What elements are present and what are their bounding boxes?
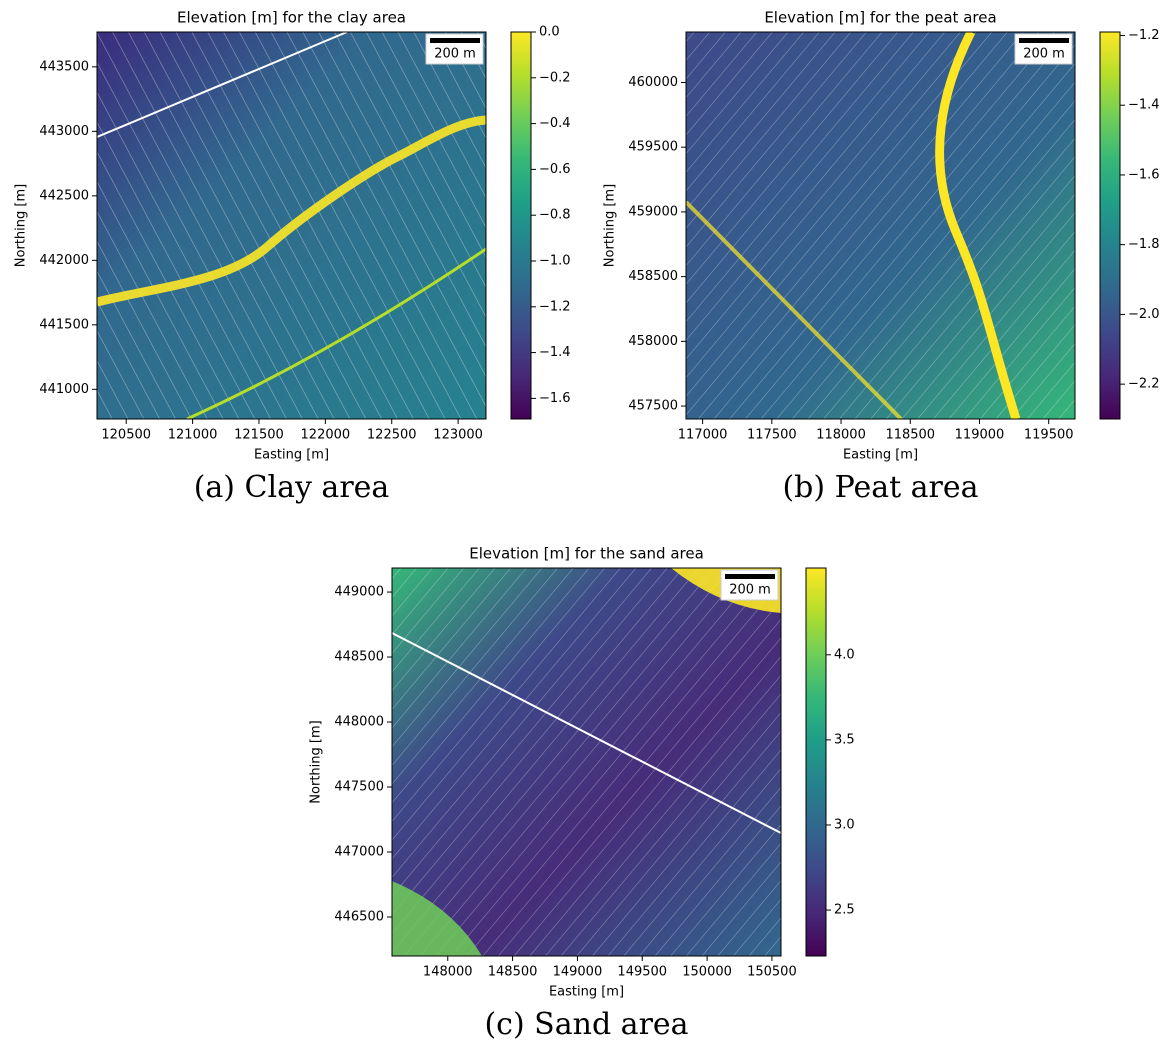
y-axis-label: Northing [m] <box>14 184 29 267</box>
colorbar-tick-label: −2.2 <box>1128 377 1160 392</box>
caption: (a) Clay area <box>194 470 390 505</box>
x-tick-label: 122500 <box>367 428 417 443</box>
colorbar-tick-label: 4.0 <box>834 647 855 662</box>
y-tick-label: 448000 <box>334 715 384 730</box>
y-tick-label: 459000 <box>628 204 678 219</box>
x-axis-label: Easting [m] <box>254 448 329 463</box>
y-tick-label: 447000 <box>334 845 384 860</box>
y-tick-label: 447500 <box>334 780 384 795</box>
colorbar-tick-label: −1.4 <box>539 345 571 360</box>
x-tick-label: 117500 <box>747 428 797 443</box>
raster-road <box>686 200 903 419</box>
y-tick-label: 442000 <box>39 253 89 268</box>
y-tick-label: 441500 <box>39 317 89 332</box>
axes-frame <box>96 31 487 420</box>
raster-dyke <box>97 32 348 138</box>
colorbar-tick-label: 0.0 <box>539 25 560 40</box>
colorbar-tick-label: −0.4 <box>539 116 571 131</box>
x-tick-label: 148000 <box>423 965 473 980</box>
raster-texture <box>686 32 1075 419</box>
colorbar-tick-label: −1.2 <box>539 299 571 314</box>
chart-title: Elevation [m] for the peat area <box>764 9 996 27</box>
x-tick-label: 121500 <box>234 428 284 443</box>
colorbar-tick-label: −1.6 <box>539 391 571 406</box>
y-axis-label: Northing [m] <box>603 184 618 267</box>
x-tick-label: 118000 <box>816 428 866 443</box>
x-tick-label: 119000 <box>955 428 1005 443</box>
x-tick-label: 150500 <box>747 965 797 980</box>
y-tick-label: 448500 <box>334 650 384 665</box>
x-tick-label: 119500 <box>1024 428 1074 443</box>
colorbar <box>805 567 827 957</box>
panel: Elevation [m] for the clay area 120500 121… <box>14 9 571 506</box>
chart-title: Elevation [m] for the clay area <box>177 9 406 27</box>
x-tick-label: 118500 <box>885 428 935 443</box>
colorbar-tick-label: −1.0 <box>539 253 571 268</box>
x-tick-label: 120500 <box>101 428 151 443</box>
colorbar-tick-label: 2.5 <box>834 903 855 918</box>
y-axis-label: Northing [m] <box>309 720 324 803</box>
x-tick-label: 150000 <box>682 965 732 980</box>
colorbar-tick-label: −0.2 <box>539 70 571 85</box>
y-tick-label: 457500 <box>628 399 678 414</box>
y-tick-label: 443500 <box>39 59 89 74</box>
y-tick-label: 460000 <box>628 75 678 90</box>
axes-frame <box>391 567 782 957</box>
caption: (c) Sand area <box>484 1007 688 1042</box>
raster-canal <box>186 247 486 419</box>
colorbar-tick-label: 3.0 <box>834 817 855 832</box>
colorbar-tick-label: −0.6 <box>539 162 571 177</box>
raster-texture <box>392 568 781 956</box>
scalebar <box>430 38 480 43</box>
x-tick-label: 123000 <box>433 428 483 443</box>
colorbar <box>1099 31 1121 420</box>
y-tick-label: 446500 <box>334 910 384 925</box>
raster-river <box>97 115 486 307</box>
x-tick-label: 117000 <box>678 428 728 443</box>
raster <box>392 568 781 956</box>
x-tick-label: 149000 <box>553 965 603 980</box>
y-tick-label: 459500 <box>628 140 678 155</box>
colorbar-tick-label: 3.5 <box>834 732 855 747</box>
x-axis-label: Easting [m] <box>549 985 624 1000</box>
x-tick-label: 149500 <box>617 965 667 980</box>
raster-road <box>392 632 781 834</box>
colorbar-tick-label: −0.8 <box>539 208 571 223</box>
colorbar-tick-label: −1.2 <box>1128 28 1160 43</box>
y-tick-label: 442500 <box>39 188 89 203</box>
colorbar-tick-label: −1.8 <box>1128 237 1160 252</box>
y-tick-label: 441000 <box>39 382 89 397</box>
scalebar-label: 200 m <box>729 583 771 598</box>
colorbar-tick-label: −2.0 <box>1128 307 1160 322</box>
x-axis-label: Easting [m] <box>843 448 918 463</box>
raster-low <box>392 881 482 956</box>
raster <box>97 32 486 419</box>
scalebar-label: 200 m <box>434 47 476 62</box>
raster <box>686 32 1075 419</box>
x-tick-label: 148500 <box>488 965 538 980</box>
scalebar <box>725 574 775 579</box>
scalebar-label: 200 m <box>1023 47 1065 62</box>
y-tick-label: 443000 <box>39 124 89 139</box>
x-tick-label: 122000 <box>301 428 351 443</box>
colorbar <box>510 31 532 420</box>
axes-frame <box>685 31 1076 420</box>
caption: (b) Peat area <box>782 470 978 505</box>
y-tick-label: 458500 <box>628 269 678 284</box>
colorbar-tick-label: −1.4 <box>1128 98 1160 113</box>
x-tick-label: 121000 <box>168 428 218 443</box>
y-tick-label: 458000 <box>628 334 678 349</box>
colorbar-tick-label: −1.6 <box>1128 167 1160 182</box>
panel: Elevation [m] for the peat area 117000 117… <box>603 9 1160 506</box>
scalebar <box>1019 38 1069 43</box>
panel: Elevation [m] for the sand area 148000 148… <box>309 545 855 1042</box>
y-tick-label: 449000 <box>334 585 384 600</box>
chart-title: Elevation [m] for the sand area <box>469 545 704 563</box>
raster-river <box>935 32 1021 419</box>
